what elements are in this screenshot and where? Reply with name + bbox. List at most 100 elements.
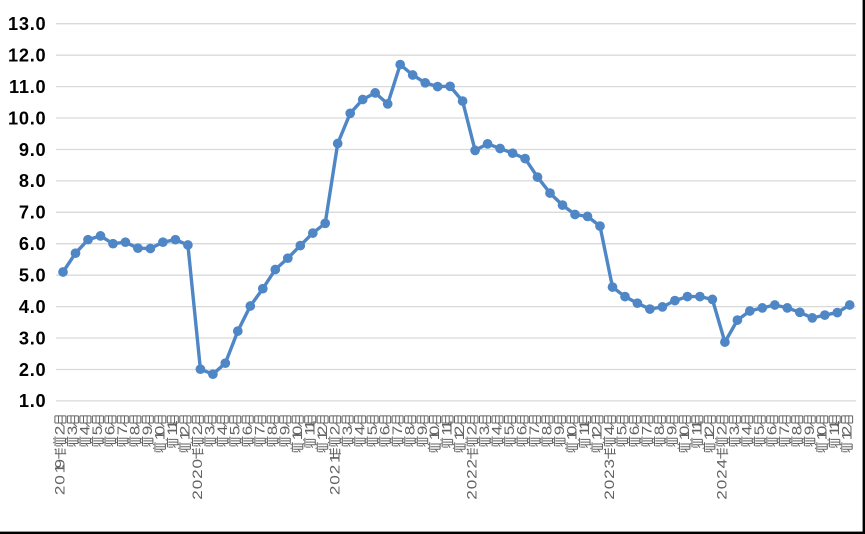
svg-text:1: 1 (565, 431, 580, 441)
svg-text:8: 8 (128, 426, 143, 436)
svg-text:0: 0 (190, 459, 205, 469)
svg-text:0: 0 (565, 425, 580, 435)
svg-text:1: 1 (328, 453, 343, 463)
svg-text:1: 1 (815, 431, 830, 441)
svg-text:2: 2 (328, 426, 343, 436)
svg-text:5: 5 (503, 426, 518, 436)
svg-text:2: 2 (53, 486, 68, 496)
svg-text:4: 4 (353, 425, 368, 435)
svg-text:2: 2 (190, 490, 205, 500)
svg-text:1: 1 (428, 431, 443, 441)
svg-text:7: 7 (640, 426, 655, 436)
svg-text:1: 1 (315, 431, 330, 441)
svg-text:1: 1 (440, 426, 455, 436)
svg-text:2: 2 (840, 426, 855, 436)
svg-text:8: 8 (540, 426, 555, 436)
svg-text:7: 7 (253, 426, 268, 436)
svg-text:1: 1 (827, 420, 842, 430)
svg-text:1: 1 (440, 420, 455, 430)
svg-text:4: 4 (603, 425, 618, 435)
svg-text:0: 0 (815, 425, 830, 435)
svg-text:5.0: 5.0 (19, 266, 47, 286)
svg-text:9: 9 (140, 426, 155, 436)
svg-text:0: 0 (153, 425, 168, 435)
svg-text:7: 7 (528, 426, 543, 436)
svg-text:5: 5 (752, 426, 767, 436)
svg-text:1: 1 (590, 431, 605, 441)
svg-text:2: 2 (453, 426, 468, 436)
svg-text:2: 2 (465, 469, 480, 479)
svg-text:4: 4 (740, 425, 755, 435)
svg-text:4.0: 4.0 (19, 297, 47, 317)
svg-text:4: 4 (78, 425, 93, 435)
svg-text:1: 1 (677, 431, 692, 441)
svg-text:2: 2 (190, 469, 205, 479)
svg-text:3: 3 (727, 426, 742, 436)
svg-text:9: 9 (553, 426, 568, 436)
svg-text:7: 7 (390, 426, 405, 436)
svg-text:4: 4 (490, 425, 505, 435)
svg-text:6: 6 (103, 426, 118, 436)
svg-text:1: 1 (453, 431, 468, 441)
svg-text:2.0: 2.0 (19, 360, 47, 380)
svg-text:9: 9 (53, 459, 68, 469)
svg-text:8: 8 (403, 426, 418, 436)
svg-text:1.0: 1.0 (19, 391, 47, 411)
svg-text:1: 1 (578, 420, 593, 430)
svg-text:8: 8 (652, 426, 667, 436)
svg-text:5: 5 (615, 426, 630, 436)
svg-text:2: 2 (590, 426, 605, 436)
svg-text:2: 2 (328, 465, 343, 475)
svg-text:1: 1 (165, 426, 180, 436)
svg-text:2: 2 (178, 426, 193, 436)
svg-text:7: 7 (115, 426, 130, 436)
svg-text:2: 2 (715, 426, 730, 436)
svg-text:8: 8 (265, 426, 280, 436)
svg-text:5: 5 (228, 426, 243, 436)
svg-text:1: 1 (165, 420, 180, 430)
svg-text:3: 3 (203, 426, 218, 436)
svg-text:9: 9 (802, 426, 817, 436)
svg-text:4: 4 (215, 425, 230, 435)
svg-text:2: 2 (603, 490, 618, 500)
svg-text:2: 2 (53, 426, 68, 436)
svg-text:1: 1 (690, 426, 705, 436)
svg-text:9: 9 (415, 426, 430, 436)
svg-text:0: 0 (328, 475, 343, 485)
svg-text:0: 0 (53, 475, 68, 485)
svg-text:2: 2 (465, 490, 480, 500)
svg-text:9: 9 (665, 426, 680, 436)
svg-text:6: 6 (627, 426, 642, 436)
svg-text:8.0: 8.0 (19, 171, 47, 191)
svg-text:2: 2 (715, 469, 730, 479)
svg-text:0: 0 (677, 425, 692, 435)
svg-text:0: 0 (715, 479, 730, 489)
svg-text:9: 9 (278, 426, 293, 436)
svg-text:1: 1 (578, 426, 593, 436)
svg-text:0: 0 (190, 479, 205, 489)
svg-text:4: 4 (715, 459, 730, 469)
svg-text:3: 3 (66, 426, 81, 436)
svg-text:2: 2 (702, 426, 717, 436)
svg-text:3.0: 3.0 (19, 328, 47, 348)
svg-text:0: 0 (428, 425, 443, 435)
svg-text:6: 6 (765, 426, 780, 436)
svg-text:1: 1 (840, 431, 855, 441)
svg-text:6: 6 (240, 426, 255, 436)
svg-text:13.0: 13.0 (8, 14, 46, 34)
svg-text:1: 1 (303, 426, 318, 436)
svg-text:6.0: 6.0 (19, 234, 47, 254)
svg-text:2: 2 (190, 426, 205, 436)
svg-text:0: 0 (465, 479, 480, 489)
svg-text:0: 0 (290, 425, 305, 435)
svg-text:1: 1 (702, 431, 717, 441)
svg-text:3: 3 (478, 426, 493, 436)
svg-text:8: 8 (790, 426, 805, 436)
svg-text:2: 2 (715, 490, 730, 500)
svg-text:0: 0 (603, 479, 618, 489)
svg-text:1: 1 (303, 420, 318, 430)
svg-text:5: 5 (91, 426, 106, 436)
svg-text:9.0: 9.0 (19, 140, 47, 160)
svg-text:7.0: 7.0 (19, 203, 47, 223)
svg-text:3: 3 (340, 426, 355, 436)
